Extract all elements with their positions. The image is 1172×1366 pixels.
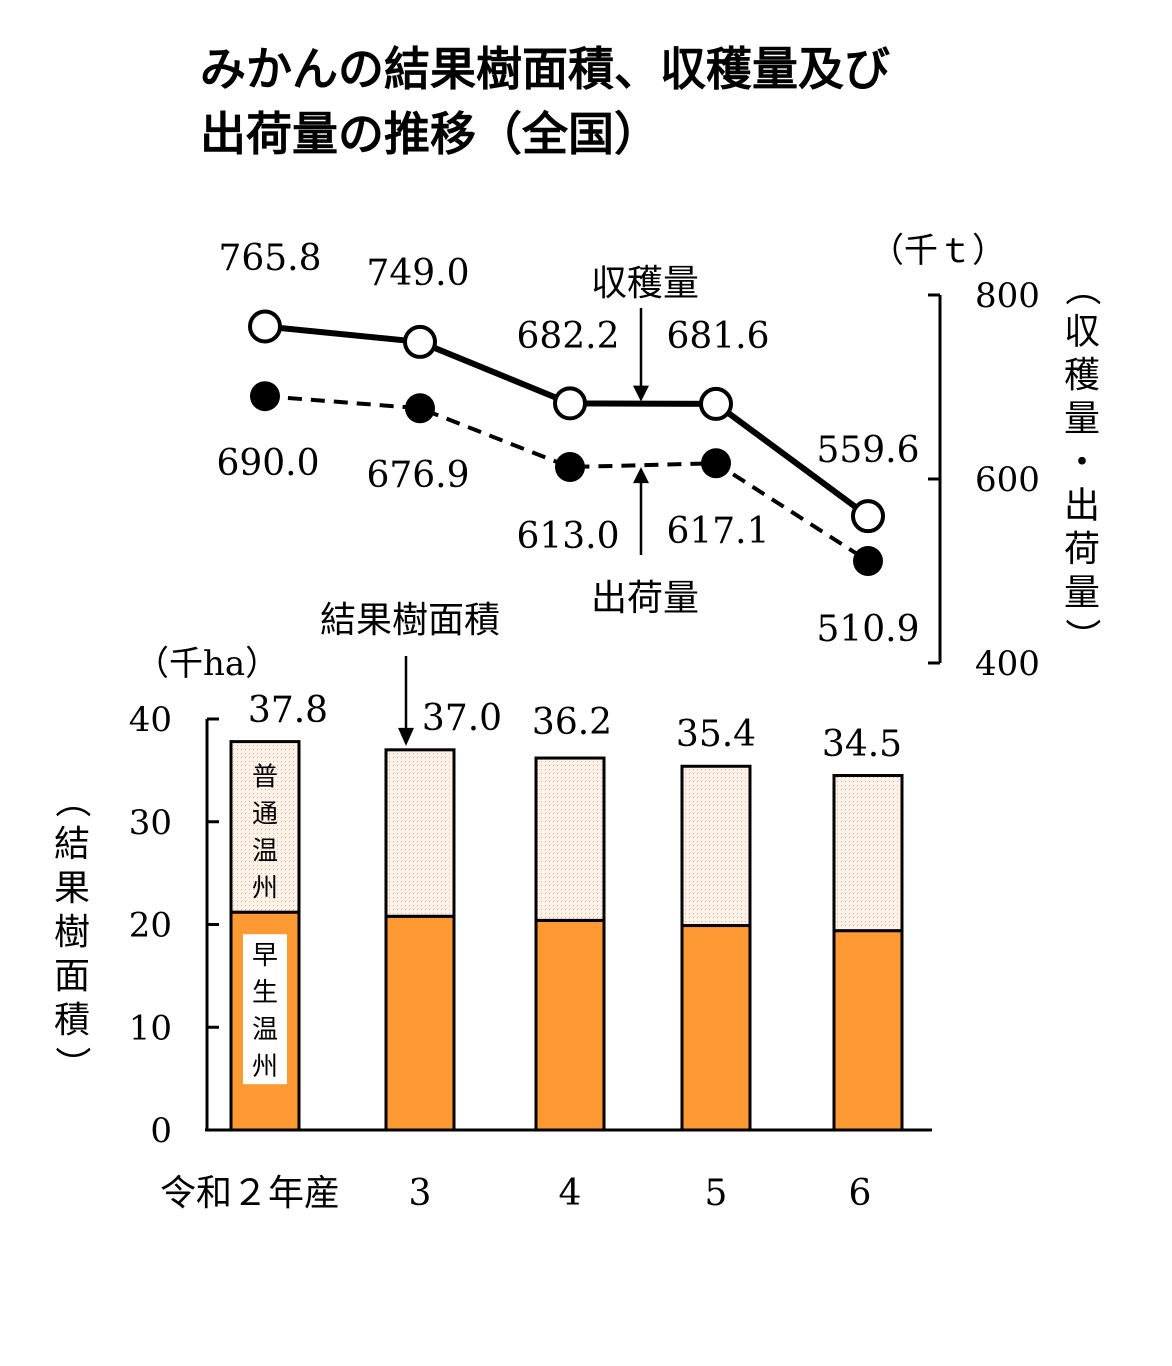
line-chart-y-tick-label: 400: [975, 644, 1040, 684]
shipment-data-label: 676.9: [366, 455, 469, 496]
shipment-series-line: [264, 394, 870, 563]
bar-chart-y-tick-label: 20: [129, 906, 172, 946]
line-chart-y-axis-title-char: ・: [1064, 442, 1100, 483]
regular-segment-name: 普: [252, 763, 278, 793]
bar-early-segment: [680, 924, 752, 1132]
bar-regular-segment: [534, 756, 606, 922]
harvest-data-label: 681.6: [666, 316, 769, 357]
harvest-point: [553, 386, 587, 421]
x-category-label: 3: [409, 1173, 432, 1214]
bar-regular-segment: [384, 748, 456, 918]
line-chart-y-axis-title-char: 出: [1064, 486, 1100, 527]
line-chart-y-axis-title-char: ）: [1061, 618, 1102, 654]
shipment-callout-arrowhead: [633, 467, 649, 484]
x-category-label: 4: [559, 1173, 582, 1214]
early-segment-name: 温: [252, 1015, 278, 1045]
bar-chart-y-axis-title-char: 面: [54, 956, 90, 997]
line-chart-y-axis-title-char: 量: [1064, 399, 1100, 440]
bar-chart-y-axis-title-char: 積: [54, 1000, 90, 1041]
bar-chart-y-axis-title-char: ）: [51, 1046, 92, 1082]
shipment-point: [555, 452, 585, 483]
bar-chart: 0 10 20 30 40 （千ha） （ 結果樹面積 ） 37.8 37.0 36.2 35.4 34.…: [51, 600, 932, 1214]
x-category-label: 令和２年産: [160, 1173, 340, 1214]
shipment-data-label: 510.9: [816, 609, 919, 650]
bar-total-label: 34.5: [822, 724, 902, 765]
shipment-series-name: 出荷量: [591, 578, 699, 619]
line-chart-unit-label: （千ｔ）: [870, 231, 1006, 271]
chart-title-line2: 出荷量の推移（全国）: [200, 107, 660, 161]
regular-segment-name: 通: [252, 800, 278, 830]
harvest-point: [248, 309, 282, 344]
bar-total-label: 37.8: [248, 690, 328, 731]
shipment-point: [853, 545, 883, 576]
shipment-data-label: 613.0: [516, 516, 619, 557]
harvest-point: [851, 499, 885, 534]
regular-segment-name: 州: [252, 874, 278, 904]
line-chart-y-tick-label: 800: [975, 276, 1040, 316]
bar-chart-y-axis-title-char: （: [51, 782, 92, 818]
shipment-point: [405, 393, 435, 424]
bar-chart-y-axis-title-char: 結: [54, 824, 90, 865]
bar-early-segment: [534, 918, 606, 1132]
bar-regular-segment: [832, 774, 904, 933]
harvest-callout-arrowhead: [633, 385, 649, 402]
line-chart-y-axis-title-char: 穫: [1064, 355, 1100, 396]
harvest-point: [699, 386, 733, 421]
bar-total-label: 35.4: [676, 714, 756, 755]
shipment-point: [701, 448, 731, 479]
shipment-data-label: 690.0: [216, 443, 319, 484]
line-chart-y-axis-title-char: 収: [1064, 312, 1100, 353]
area-callout-arrowhead: [398, 727, 414, 746]
harvest-series-name: 収穫量: [591, 263, 699, 304]
shipment-point: [250, 381, 280, 412]
bar-early-segment: [384, 914, 456, 1132]
harvest-data-label: 559.6: [816, 430, 919, 471]
regular-segment-name: 温: [252, 837, 278, 867]
bar-regular-segment: [680, 764, 752, 928]
bar-early-segment: [832, 929, 904, 1132]
harvest-data-label: 749.0: [366, 253, 469, 294]
bar-chart-unit-label: （千ha）: [135, 644, 279, 684]
early-label-bg: [243, 934, 287, 1085]
harvest-data-label: 765.8: [218, 238, 321, 279]
early-segment-name: 早: [252, 941, 278, 971]
x-category-label: 6: [849, 1173, 872, 1214]
bar-chart-y-axis-title: （ 結果樹面積 ）: [51, 782, 92, 1082]
harvest-data-label: 682.2: [516, 316, 619, 357]
line-chart-y-axis-title: （収穫量・出荷量）: [1061, 270, 1102, 654]
bar-chart-y-tick-label: 10: [129, 1008, 172, 1048]
line-chart-y-tick-label: 600: [975, 460, 1040, 500]
line-chart-y-axis-title-char: 荷: [1064, 529, 1100, 570]
area-series-name: 結果樹面積: [320, 600, 500, 641]
chart-title-line1: みかんの結果樹面積、収穫量及び: [200, 42, 890, 96]
line-chart-y-axis-title-char: （: [1061, 270, 1102, 306]
early-segment-name: 生: [252, 978, 278, 1008]
bar-chart-y-tick-label: 30: [129, 803, 172, 843]
early-segment-name: 州: [252, 1052, 278, 1082]
bar-total-label: 36.2: [532, 702, 612, 743]
bar-chart-y-axis-title-char: 果: [54, 868, 90, 909]
harvest-point: [403, 324, 437, 359]
bar-chart-y-tick-label: 0: [150, 1111, 172, 1151]
bar-chart-y-axis-title-char: 樹: [54, 912, 90, 953]
bar-chart-y-tick-label: 40: [129, 700, 172, 740]
bar-total-label: 37.0: [422, 698, 502, 739]
line-chart-y-axis-title-char: 量: [1064, 573, 1100, 614]
bar-regular-segment: [229, 740, 301, 914]
shipment-data-label: 617.1: [666, 511, 769, 552]
x-category-label: 5: [705, 1173, 728, 1214]
